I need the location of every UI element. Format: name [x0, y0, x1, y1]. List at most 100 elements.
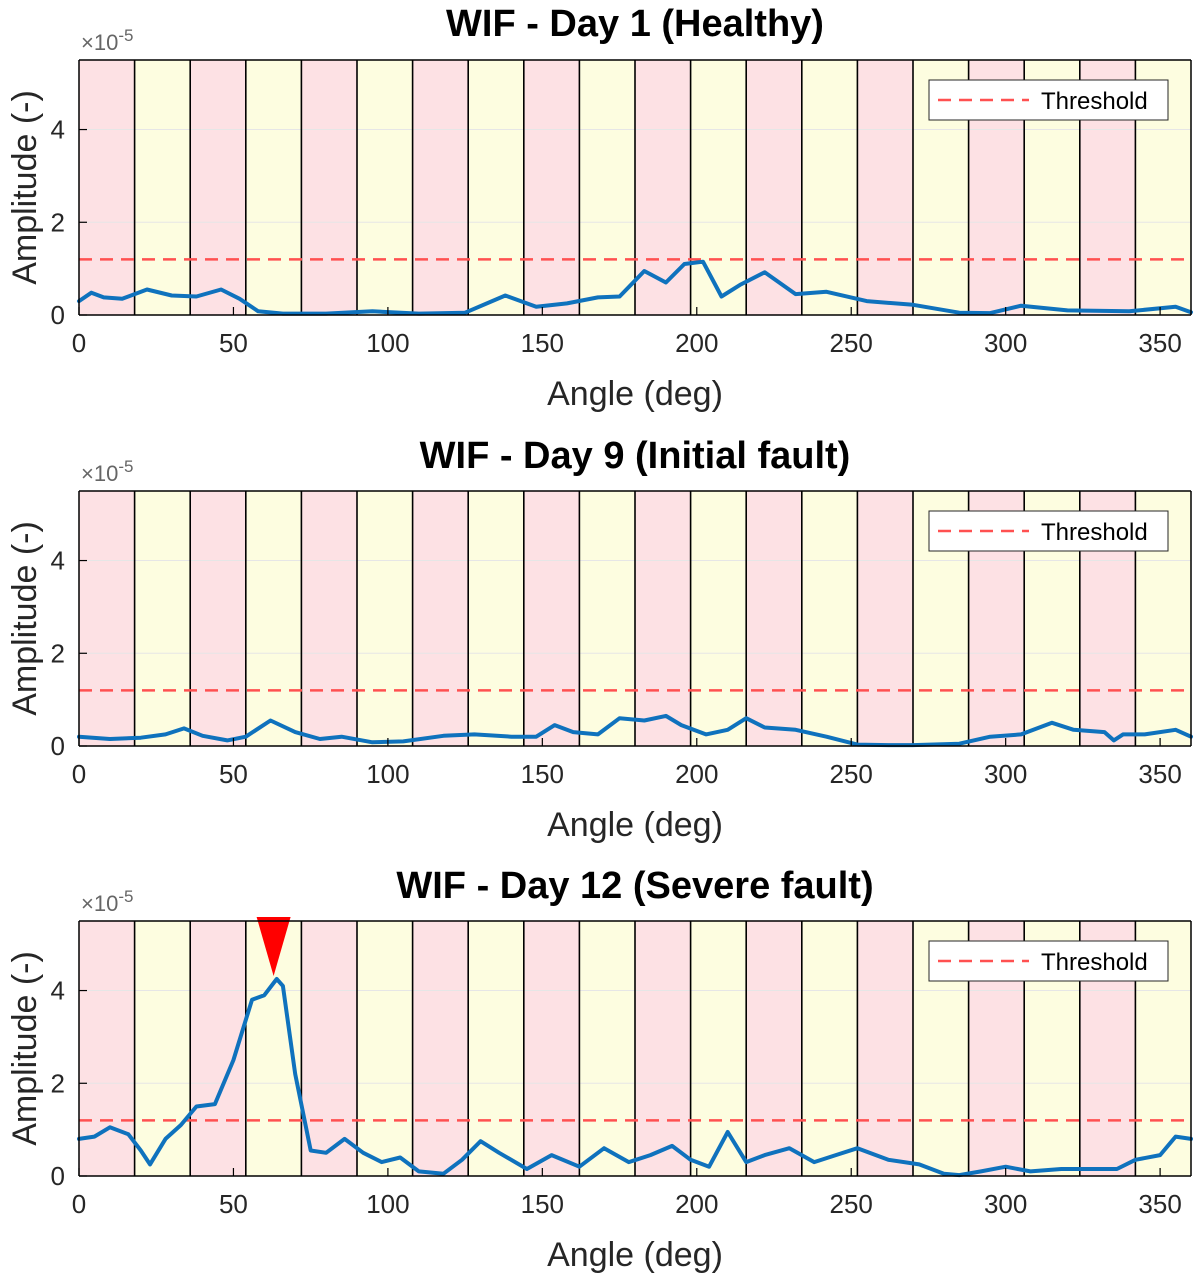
sector-band: [746, 60, 802, 315]
legend-label: Threshold: [1041, 88, 1148, 115]
x-tick-label: 250: [830, 328, 873, 358]
sector-band: [523, 60, 580, 315]
y-exponent-label: ×10-5: [81, 887, 133, 916]
x-tick-label: 300: [984, 328, 1027, 358]
x-axis-label: Angle (deg): [547, 806, 723, 844]
x-tick-label: 150: [521, 759, 564, 789]
legend-label: Threshold: [1041, 949, 1148, 976]
sector-band: [690, 60, 747, 315]
fault-marker: [256, 917, 291, 976]
sector-band: [412, 60, 469, 315]
x-tick-label: 200: [675, 328, 718, 358]
sector-band: [857, 491, 913, 746]
x-tick-label: 350: [1138, 1189, 1181, 1219]
x-tick-label: 300: [984, 759, 1027, 789]
y-exponent-power: -5: [118, 26, 133, 45]
x-tick-label: 50: [219, 1189, 248, 1219]
sector-band: [857, 921, 913, 1176]
x-tick-label: 200: [675, 759, 718, 789]
sector-band: [635, 491, 691, 746]
chart-title: WIF - Day 9 (Initial fault): [420, 435, 851, 477]
y-tick-label: 4: [51, 115, 65, 145]
legend-label: Threshold: [1041, 519, 1148, 546]
x-tick-label: 0: [72, 328, 86, 358]
sector-band: [690, 491, 747, 746]
y-tick-label: 0: [51, 1161, 65, 1191]
sector-band: [523, 921, 580, 1176]
x-axis-label: Angle (deg): [547, 375, 723, 413]
x-tick-label: 0: [72, 759, 86, 789]
sector-band: [635, 60, 691, 315]
sector-band: [579, 921, 635, 1176]
sector-band: [357, 921, 413, 1176]
x-tick-label: 100: [366, 1189, 409, 1219]
sector-band: [468, 491, 524, 746]
sector-band: [134, 921, 191, 1176]
chart-1: WIF - Day 1 (Healthy) 0 50 100 150 200 250 300 3…: [6, 3, 1193, 413]
y-exponent-power: -5: [118, 457, 133, 476]
y-tick-label: 4: [51, 546, 65, 576]
sector-band: [134, 60, 191, 315]
x-tick-label: 250: [830, 759, 873, 789]
x-tick-label: 50: [219, 328, 248, 358]
series-line: [77, 259, 1193, 316]
series-line: [77, 977, 1193, 1178]
sector-band: [301, 491, 357, 746]
chart-3: WIF - Day 12 (Severe fault) 0 50 100 150 200 2…: [6, 865, 1193, 1274]
x-tick-label: 350: [1138, 759, 1181, 789]
x-tick-label: 100: [366, 759, 409, 789]
x-tick-label: 250: [830, 1189, 873, 1219]
sector-band: [801, 60, 858, 315]
y-axis-label: Amplitude (-): [6, 521, 44, 716]
chart-2: WIF - Day 9 (Initial fault) 0 50 100 150 200 2…: [6, 435, 1193, 844]
sector-band: [801, 491, 858, 746]
sector-band: [468, 921, 524, 1176]
x-tick-label: 0: [72, 1189, 86, 1219]
y-tick-label: 2: [51, 1068, 65, 1098]
x-tick-label: 150: [521, 1189, 564, 1219]
x-tick-label: 150: [521, 328, 564, 358]
sector-band: [357, 60, 413, 315]
sector-band: [746, 491, 802, 746]
sector-band: [190, 491, 246, 746]
sector-band: [523, 491, 580, 746]
x-tick-label: 300: [984, 1189, 1027, 1219]
x-tick-label: 200: [675, 1189, 718, 1219]
y-exponent-power: -5: [118, 887, 133, 906]
sector-band: [801, 921, 858, 1176]
sector-band: [412, 921, 469, 1176]
x-tick-label: 100: [366, 328, 409, 358]
sector-band: [579, 60, 635, 315]
sector-band: [190, 60, 246, 315]
chart-title: WIF - Day 1 (Healthy): [446, 3, 824, 45]
y-axis-label: Amplitude (-): [6, 90, 44, 285]
x-tick-label: 50: [219, 759, 248, 789]
sector-band: [79, 60, 135, 315]
sector-band: [134, 491, 191, 746]
sector-band: [79, 491, 135, 746]
sector-band: [690, 921, 747, 1176]
x-tick-label: 350: [1138, 328, 1181, 358]
sector-band: [635, 921, 691, 1176]
y-exponent-label: ×10-5: [81, 26, 133, 55]
series-line: [77, 713, 1193, 748]
sector-band: [468, 60, 524, 315]
y-exponent-label: ×10-5: [81, 457, 133, 486]
y-tick-label: 2: [51, 207, 65, 237]
y-tick-label: 4: [51, 976, 65, 1006]
sector-band: [412, 491, 469, 746]
sector-band: [301, 60, 357, 315]
y-tick-label: 0: [51, 731, 65, 761]
sector-band: [746, 921, 802, 1176]
sector-band: [301, 921, 357, 1176]
chart-title: WIF - Day 12 (Severe fault): [396, 865, 873, 907]
sector-band: [357, 491, 413, 746]
sector-band: [245, 491, 302, 746]
y-axis-label: Amplitude (-): [6, 951, 44, 1146]
y-tick-label: 0: [51, 300, 65, 330]
sector-band: [245, 60, 302, 315]
x-axis-label: Angle (deg): [547, 1236, 723, 1274]
sector-band: [857, 60, 913, 315]
